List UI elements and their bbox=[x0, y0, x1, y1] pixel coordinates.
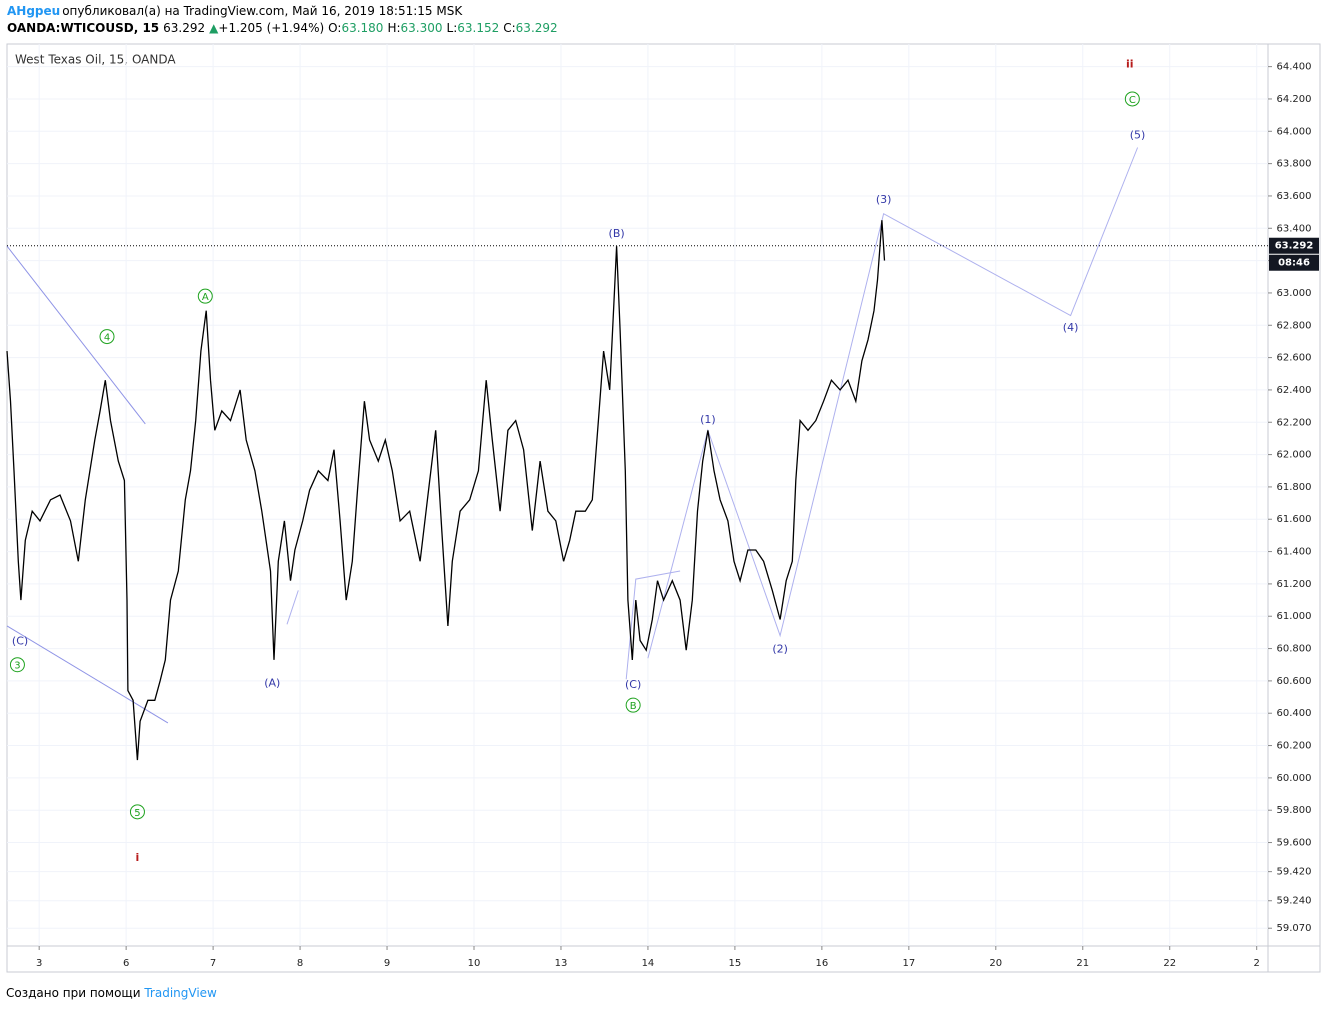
wave-label: (5) bbox=[1130, 129, 1146, 142]
x-tick-label: 16 bbox=[815, 958, 828, 969]
y-tick-label: 62.400 bbox=[1277, 385, 1312, 396]
wave-drawing bbox=[286, 590, 299, 625]
chart: West Texas Oil, 15, OANDA 59.07059.24059… bbox=[6, 43, 1321, 973]
wave-label: (2) bbox=[772, 643, 788, 656]
y-tick-label: 59.240 bbox=[1277, 896, 1312, 907]
x-tick-label: 15 bbox=[729, 958, 742, 969]
y-tick-label: 64.000 bbox=[1277, 126, 1312, 137]
chart-title: West Texas Oil, 15, OANDA bbox=[15, 53, 176, 67]
symbol: OANDA:WTICOUSD, 15 bbox=[7, 21, 160, 35]
annotation-circle bbox=[1124, 91, 1140, 107]
wave-label: A bbox=[202, 292, 209, 303]
wave-label: C bbox=[1129, 95, 1136, 106]
x-tick-label: 3 bbox=[36, 958, 42, 969]
wave-label: B bbox=[630, 701, 637, 712]
y-tick-label: 61.200 bbox=[1277, 579, 1312, 590]
y-tick-label: 62.800 bbox=[1277, 320, 1312, 331]
open-label: O: bbox=[328, 21, 342, 35]
x-tick-label: 8 bbox=[297, 958, 303, 969]
x-tick-label: 21 bbox=[1076, 958, 1089, 969]
wave-label: 4 bbox=[104, 333, 110, 344]
low-label: L: bbox=[446, 21, 458, 35]
wave-label: (C) bbox=[625, 678, 641, 691]
y-tick-label: 59.600 bbox=[1277, 838, 1312, 849]
wave-label: (4) bbox=[1063, 321, 1079, 334]
wave-label: (3) bbox=[876, 193, 892, 206]
y-tick-label: 61.400 bbox=[1277, 547, 1312, 558]
y-tick-label: 62.600 bbox=[1277, 353, 1312, 364]
y-tick-label: 61.800 bbox=[1277, 482, 1312, 493]
wave-label: (B) bbox=[609, 227, 625, 240]
y-tick-label: 59.800 bbox=[1277, 805, 1312, 816]
x-tick-label: 22 bbox=[1163, 958, 1176, 969]
y-tick-label: 62.200 bbox=[1277, 417, 1312, 428]
wave-label: i bbox=[136, 851, 140, 864]
x-tick-label: 17 bbox=[902, 958, 915, 969]
x-tick-label: 6 bbox=[123, 958, 129, 969]
y-tick-label: 60.000 bbox=[1277, 773, 1312, 784]
made-with: Создано при помощи bbox=[6, 986, 141, 1000]
header-line-2: OANDA:WTICOUSD, 15 63.292 ▲+1.205 (+1.94%)… bbox=[7, 21, 562, 35]
y-tick-label: 62.000 bbox=[1277, 450, 1312, 461]
x-tick-label: 2 bbox=[1254, 958, 1260, 969]
change-arrow: ▲ bbox=[209, 21, 219, 35]
y-tick-label: 64.400 bbox=[1277, 62, 1312, 73]
y-tick-label: 59.070 bbox=[1277, 923, 1312, 934]
close-label: C: bbox=[503, 21, 516, 35]
open: 63.180 bbox=[341, 21, 384, 35]
price: 63.292 bbox=[163, 21, 206, 35]
low: 63.152 bbox=[457, 21, 500, 35]
y-tick-label: 63.600 bbox=[1277, 191, 1312, 202]
high-label: H: bbox=[387, 21, 401, 35]
y-tick-label: 60.600 bbox=[1277, 676, 1312, 687]
y-tick-label: 61.000 bbox=[1277, 611, 1312, 622]
chart-frame bbox=[6, 43, 1321, 973]
price-line bbox=[6, 220, 886, 761]
wave-drawing bbox=[6, 625, 169, 724]
wave-drawing bbox=[6, 245, 146, 425]
annotation-circle bbox=[197, 288, 213, 304]
wave-label: ii bbox=[1126, 57, 1134, 70]
annotation-circle bbox=[129, 804, 145, 820]
y-tick-label: 63.000 bbox=[1277, 288, 1312, 299]
y-tick-label: 61.600 bbox=[1277, 514, 1312, 525]
x-tick-label: 20 bbox=[989, 958, 1002, 969]
wave-label: (C) bbox=[12, 634, 28, 647]
close: 63.292 bbox=[515, 21, 558, 35]
last-price-label: 63.292 bbox=[1275, 241, 1314, 252]
y-tick-label: 59.420 bbox=[1277, 867, 1312, 878]
high: 63.300 bbox=[400, 21, 443, 35]
y-tick-label: 60.400 bbox=[1277, 708, 1312, 719]
x-tick-label: 10 bbox=[468, 958, 481, 969]
x-tick-label: 13 bbox=[555, 958, 568, 969]
brand[interactable]: TradingView bbox=[144, 986, 217, 1000]
x-tick-label: 14 bbox=[642, 958, 655, 969]
y-tick-label: 63.800 bbox=[1277, 159, 1312, 170]
wave-label: 3 bbox=[14, 661, 20, 672]
countdown: 08:46 bbox=[1278, 258, 1310, 269]
author[interactable]: AHgpeu bbox=[7, 4, 61, 18]
wave-drawing bbox=[625, 570, 681, 680]
x-tick-label: 9 bbox=[384, 958, 390, 969]
footer: Создано при помощи TradingView bbox=[6, 986, 217, 1000]
annotation-circle bbox=[99, 329, 115, 345]
header-line-1: AHgpeu опубликовал(а) на TradingView.com,… bbox=[7, 4, 466, 18]
last-price-box bbox=[1269, 237, 1319, 254]
annotation-circle bbox=[625, 697, 641, 713]
x-tick-label: 7 bbox=[210, 958, 216, 969]
annotation-circle bbox=[9, 657, 25, 673]
published: опубликовал(а) на TradingView.com, Май 1… bbox=[62, 4, 463, 18]
wave-drawing bbox=[647, 147, 1139, 659]
wave-label: (1) bbox=[700, 413, 716, 426]
y-tick-label: 60.200 bbox=[1277, 741, 1312, 752]
y-tick-label: 63.400 bbox=[1277, 223, 1312, 234]
change: +1.205 (+1.94%) bbox=[218, 21, 325, 35]
wave-label: 5 bbox=[134, 808, 140, 819]
y-tick-label: 60.800 bbox=[1277, 644, 1312, 655]
wave-label: (A) bbox=[264, 677, 280, 690]
y-tick-label: 64.200 bbox=[1277, 94, 1312, 105]
countdown-box bbox=[1269, 254, 1319, 271]
